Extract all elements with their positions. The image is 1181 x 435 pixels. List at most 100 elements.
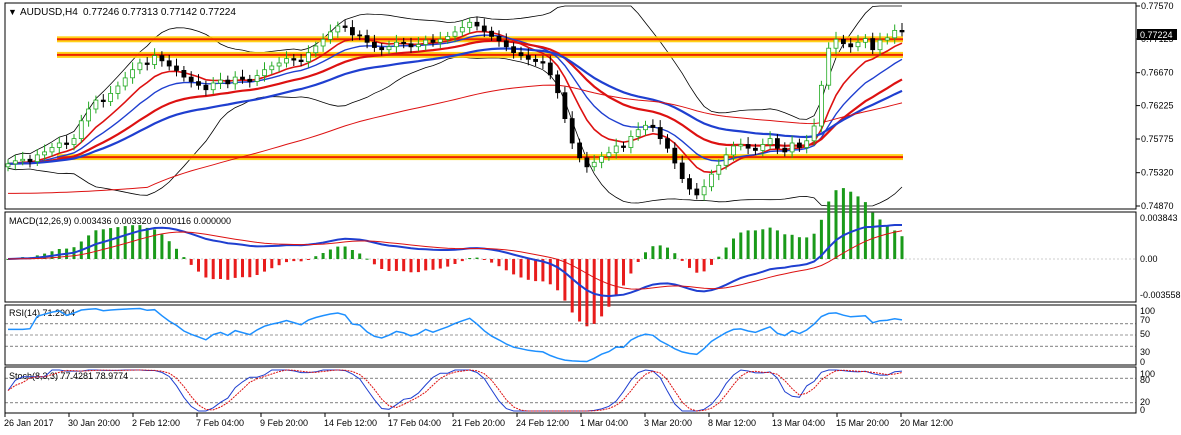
candle-body <box>540 61 546 64</box>
macd-histogram-bar <box>204 259 208 278</box>
macd-title: MACD(12,26,9) 0.003436 0.003320 0.000116… <box>9 216 231 226</box>
candle-body <box>415 44 421 48</box>
macd-histogram-bar <box>805 237 809 259</box>
macd-histogram-bar <box>116 227 120 259</box>
candle-body <box>203 84 209 91</box>
candle-body <box>86 108 91 122</box>
macd-histogram-bar <box>622 259 625 286</box>
macd-histogram-bar <box>739 232 743 259</box>
candle-body <box>225 79 231 85</box>
support-resistance-levels[interactable] <box>57 36 903 161</box>
macd-histogram-bar <box>175 248 178 259</box>
candle-body <box>775 138 780 149</box>
candle-body <box>694 188 700 196</box>
candle-body <box>599 155 604 163</box>
macd-histogram-bar <box>6 259 10 260</box>
macd-histogram-bar <box>768 227 772 259</box>
macd-histogram-bar <box>101 229 105 259</box>
time-axis-label: 13 Mar 04:00 <box>772 418 825 428</box>
candle-body <box>240 76 245 80</box>
candle-body <box>34 154 40 162</box>
candle-body <box>152 55 158 65</box>
candle-body <box>569 118 575 144</box>
candle-body <box>863 38 868 43</box>
macd-histogram-bar <box>372 259 376 265</box>
macd-histogram-bar <box>490 259 494 263</box>
candle-body <box>701 186 707 196</box>
macd-histogram-bar <box>131 225 135 259</box>
candle-body <box>892 29 898 39</box>
macd-histogram-bar <box>468 258 472 259</box>
macd-histogram-bar <box>585 259 589 327</box>
macd-histogram-bar <box>834 190 838 259</box>
macd-histogram-bar <box>314 256 318 259</box>
price-axis-label: 0.77570 <box>1141 1 1174 11</box>
candle-body <box>42 151 47 156</box>
candle-body <box>789 142 795 153</box>
stoch-axis-100: 100 <box>1140 369 1155 379</box>
rsi-axis-50: 50 <box>1140 329 1150 339</box>
time-axis-label: 15 Mar 20:00 <box>836 418 889 428</box>
macd-histogram-bar <box>350 250 354 259</box>
macd-histogram-bar <box>197 259 200 272</box>
macd-histogram-bar <box>863 202 867 259</box>
symbol-timeframe: AUDUSD,H4 <box>20 7 78 18</box>
macd-histogram-bar <box>123 226 127 259</box>
macd-indicator <box>5 188 1136 327</box>
candle-body <box>327 31 333 40</box>
candle-body <box>423 39 429 45</box>
candle-body <box>313 45 319 54</box>
macd-histogram-bar <box>680 259 684 261</box>
macd-histogram-bar <box>431 259 435 270</box>
candle-body <box>108 93 113 102</box>
macd-axis-top: 0.003843 <box>1140 213 1178 223</box>
candle-body <box>49 147 55 153</box>
macd-histogram-bar <box>328 249 332 259</box>
candle-body <box>305 52 311 63</box>
candle-body <box>503 40 509 48</box>
candle-body <box>144 62 150 65</box>
candle-body <box>665 138 670 149</box>
candle-body <box>760 144 766 151</box>
macd-signal-line <box>7 230 903 290</box>
macd-histogram-bar <box>688 259 691 268</box>
macd-histogram-bar <box>299 259 303 262</box>
current-price-box <box>1137 29 1177 40</box>
candle-body <box>232 76 238 85</box>
macd-axis-zero: 0.00 <box>1140 254 1158 264</box>
macd-histogram-bar <box>306 259 310 260</box>
time-axis-label: 7 Feb 04:00 <box>196 418 244 428</box>
macd-histogram-bar <box>702 259 706 272</box>
macd-histogram-bar <box>277 259 281 266</box>
stoch-axis-20: 20 <box>1140 397 1150 407</box>
ohlc-readout: 0.77246 0.77313 0.77142 0.77224 <box>83 7 236 18</box>
macd-histogram-bar <box>365 258 369 260</box>
candle-body <box>166 60 172 67</box>
macd-histogram-bar <box>460 259 464 262</box>
macd-histogram-bar <box>189 259 193 265</box>
macd-histogram-bar <box>600 259 604 317</box>
dropdown-arrow-icon[interactable]: ▼ <box>8 7 17 17</box>
candle-body <box>782 147 788 153</box>
macd-histogram-bar <box>841 188 845 259</box>
candle-body <box>247 78 253 82</box>
time-axis-label: 8 Mar 12:00 <box>708 418 756 428</box>
candle-body <box>210 82 216 91</box>
macd-histogram-bar <box>160 234 164 259</box>
macd-histogram-bar <box>753 230 757 259</box>
candle-body <box>628 135 634 148</box>
rsi-title: RSI(14) 71.2904 <box>9 308 75 318</box>
macd-histogram-bar <box>592 259 596 324</box>
macd-histogram-bar <box>343 246 347 259</box>
macd-histogram-bar <box>819 219 823 259</box>
macd-histogram-bar <box>446 259 450 267</box>
candle-body <box>841 38 846 45</box>
candle-body <box>753 147 758 151</box>
candle-body <box>27 158 33 162</box>
candle-body <box>298 59 304 62</box>
macd-histogram-bar <box>812 233 816 259</box>
candle-body <box>797 142 802 148</box>
candle-body <box>100 99 106 102</box>
macd-histogram-bar <box>761 229 765 259</box>
